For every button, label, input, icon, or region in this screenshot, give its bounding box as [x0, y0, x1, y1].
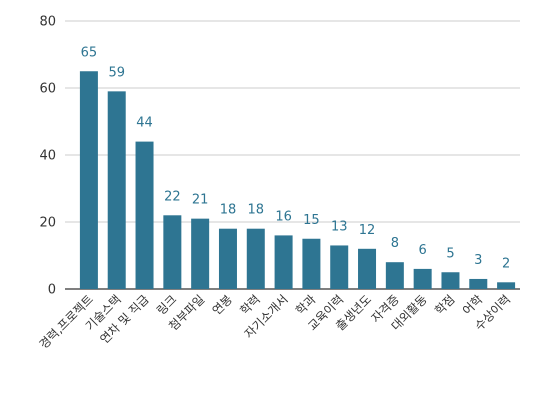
data-label: 22	[164, 189, 181, 204]
bar	[107, 91, 126, 289]
bar	[497, 282, 516, 289]
bar	[358, 248, 377, 289]
bar	[246, 228, 265, 289]
data-label: 8	[391, 236, 399, 251]
data-label: 18	[220, 203, 237, 218]
data-label: 6	[419, 243, 427, 258]
data-label: 15	[303, 213, 320, 228]
data-label: 18	[248, 203, 265, 218]
data-label: 44	[136, 116, 153, 131]
bar	[413, 268, 432, 289]
category-label: 학점	[432, 292, 458, 318]
data-label: 65	[81, 45, 98, 60]
category-label: 연봉	[210, 292, 236, 318]
bars	[79, 71, 516, 289]
y-tick-label: 20	[39, 216, 56, 231]
data-label: 12	[359, 223, 376, 238]
y-tick-label: 80	[39, 15, 56, 30]
data-label: 59	[108, 65, 125, 80]
data-label: 13	[331, 219, 348, 234]
data-label: 5	[446, 246, 454, 261]
bar	[274, 235, 293, 289]
bar	[191, 218, 210, 289]
bar	[441, 272, 460, 289]
bar	[163, 215, 182, 289]
y-tick-label: 40	[39, 149, 56, 164]
data-label: 21	[192, 193, 209, 208]
bar	[79, 71, 98, 289]
y-tick-label: 60	[39, 82, 56, 97]
bar	[218, 228, 237, 289]
data-label: 16	[275, 209, 292, 224]
data-label: 2	[502, 256, 510, 271]
bar	[385, 262, 404, 289]
bar	[135, 141, 154, 289]
bar	[469, 278, 488, 289]
bar	[330, 245, 349, 289]
y-tick-label: 0	[48, 283, 56, 298]
bar	[302, 238, 321, 289]
data-label: 3	[474, 253, 482, 268]
y-axis-ticks: 0 20 40 60 80	[39, 15, 56, 298]
